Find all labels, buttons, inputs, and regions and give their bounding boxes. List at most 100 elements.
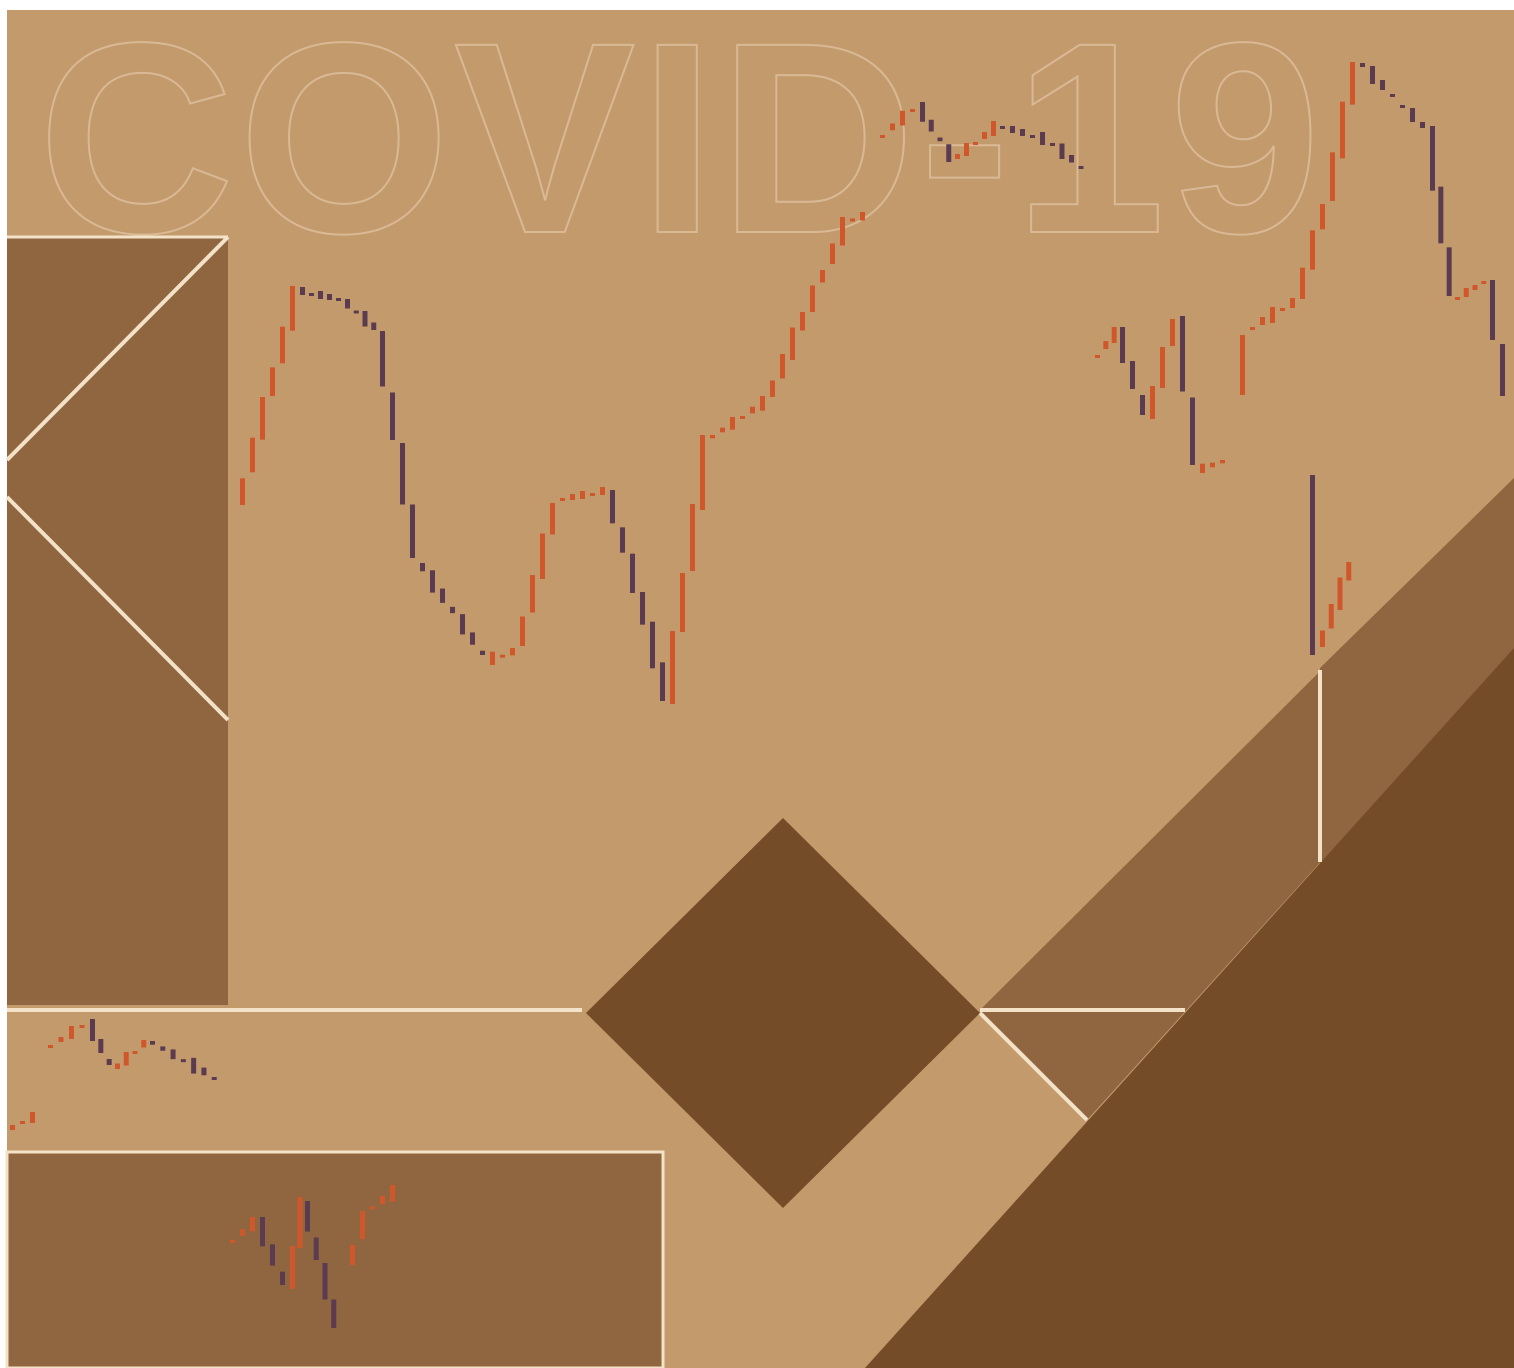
candle [400, 443, 405, 505]
candle [1455, 297, 1460, 300]
candle [1310, 230, 1315, 269]
candle [1420, 122, 1425, 128]
candle [280, 327, 285, 364]
candle [290, 286, 295, 331]
candle [380, 1196, 385, 1205]
candle [1370, 66, 1375, 84]
candle [740, 416, 745, 419]
page: COVID-19 (() => { const data = JSON.pars… [0, 0, 1514, 1368]
candle [370, 1206, 375, 1209]
candle [1220, 460, 1225, 463]
candle [1500, 344, 1505, 396]
candle [1120, 327, 1125, 363]
candle [1250, 327, 1255, 330]
candle [900, 111, 905, 126]
candle [331, 1300, 336, 1329]
candle [1280, 308, 1285, 311]
candle [380, 331, 385, 387]
candle [171, 1049, 176, 1059]
candle [440, 589, 445, 603]
left-panel [7, 237, 228, 1005]
candle [670, 631, 675, 704]
candle [290, 1246, 295, 1289]
candle [580, 491, 585, 499]
candle [1040, 132, 1045, 145]
candle [700, 435, 705, 510]
candle [1380, 80, 1385, 90]
candle [141, 1040, 146, 1048]
candle [327, 294, 332, 300]
candle [1060, 144, 1065, 160]
candle [1069, 155, 1074, 163]
candle [430, 570, 435, 592]
candle [191, 1058, 196, 1074]
candle [1329, 604, 1334, 629]
candle [1473, 285, 1478, 290]
candle [10, 1125, 15, 1130]
candle [460, 614, 465, 634]
candle [250, 1217, 255, 1231]
candle [955, 154, 960, 159]
candle [345, 299, 350, 309]
candle [201, 1068, 206, 1076]
candle [280, 1272, 285, 1285]
candle [560, 498, 565, 501]
candle [470, 632, 475, 644]
candle [1270, 307, 1275, 323]
candle [1340, 102, 1345, 159]
candle [570, 494, 575, 500]
candle [840, 217, 845, 246]
title-outline: COVID-19 [38, 0, 1325, 290]
candle [810, 286, 815, 313]
candle [720, 428, 725, 433]
candle [680, 573, 685, 632]
candle [1346, 562, 1351, 581]
candle [240, 478, 245, 505]
candle [1095, 355, 1100, 358]
candle [1180, 316, 1185, 392]
candle [982, 132, 987, 139]
candle [1140, 395, 1145, 415]
candle [1210, 463, 1215, 468]
candle [124, 1052, 129, 1066]
candle [354, 311, 359, 314]
candle [420, 563, 425, 571]
candle [1150, 386, 1155, 419]
candle [1430, 126, 1435, 191]
candle [530, 575, 535, 613]
candle [480, 651, 485, 655]
candle [1410, 108, 1415, 122]
candle [850, 219, 855, 222]
candle [1010, 126, 1015, 133]
candle [790, 328, 795, 361]
candle [80, 1025, 85, 1028]
candle [1240, 335, 1245, 395]
candle [363, 311, 368, 327]
candle [1320, 631, 1325, 648]
candle [59, 1037, 64, 1042]
candle [1103, 341, 1108, 349]
candle [350, 1245, 355, 1265]
candle [964, 143, 969, 156]
candle [946, 144, 951, 162]
candle [115, 1064, 120, 1070]
candle [929, 120, 934, 132]
candle [770, 381, 775, 398]
candle [1112, 327, 1117, 343]
candle [240, 1229, 245, 1235]
candle [780, 354, 785, 379]
candle [150, 1041, 155, 1045]
candle [230, 1240, 235, 1243]
candle [973, 142, 978, 145]
candle [1490, 280, 1495, 340]
candle [318, 291, 323, 299]
candle [800, 312, 805, 331]
candle [1170, 319, 1175, 346]
candle [1481, 281, 1486, 284]
candle [98, 1039, 103, 1053]
candle [600, 487, 605, 495]
candle [590, 493, 595, 496]
candle [1447, 247, 1452, 296]
candle [640, 592, 645, 625]
candle [1050, 143, 1055, 146]
